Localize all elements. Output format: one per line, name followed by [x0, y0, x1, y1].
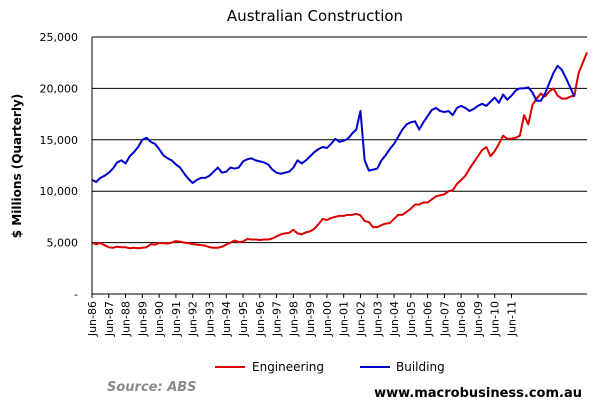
x-tick-label: Jun-08 [455, 301, 468, 337]
x-tick-label: Jun-04 [388, 301, 401, 337]
legend-label-engineering: Engineering [252, 360, 324, 374]
x-tick-label: Jun-03 [371, 301, 384, 337]
x-tick-label: Jun-09 [472, 301, 485, 337]
legend: Engineering Building [215, 360, 445, 374]
x-tick-label: Jun-92 [187, 301, 200, 337]
series-line-engineering [91, 52, 588, 250]
y-tick-label: 20,000 [40, 82, 79, 95]
x-tick-label: Jun-95 [237, 301, 250, 337]
website-url: www.macrobusiness.com.au [374, 386, 582, 401]
gridlines [92, 36, 587, 244]
x-tick-label: Jun-02 [354, 301, 367, 337]
y-tick-label: 5,000 [47, 237, 79, 250]
source-note: Source: ABS [107, 380, 197, 395]
x-tick-label: Jun-99 [304, 301, 317, 337]
x-tick-label: Jun-91 [170, 301, 183, 337]
legend-label-building: Building [396, 360, 445, 374]
chart-title: Australian Construction [227, 7, 403, 25]
x-tick-label: Jun-10 [489, 301, 502, 337]
x-tick-label: Jun-94 [220, 301, 233, 337]
y-axis-label: $ Millions (Quarterly) [10, 94, 24, 239]
x-tick-label: Jun-06 [422, 301, 435, 337]
x-tick-label: Jun-86 [86, 301, 99, 337]
x-tick-label: Jun-96 [254, 301, 267, 337]
x-tick-label: Jun-90 [153, 301, 166, 337]
x-tick-label: Jun-98 [287, 301, 300, 337]
axes [91, 37, 587, 295]
x-tick-label: Jun-93 [203, 301, 216, 337]
x-tick-label: Jun-87 [103, 301, 116, 337]
y-tick-label: 10,000 [40, 185, 79, 198]
x-tick-label: Jun-89 [136, 301, 149, 337]
x-tick-label: Jun-00 [321, 301, 334, 337]
y-tick-labels: - 5,000 10,000 15,000 20,000 25,000 [40, 31, 79, 301]
x-tick-label: Jun-05 [405, 301, 418, 337]
x-tick-label: Jun-11 [505, 301, 518, 337]
y-tick-label: - [74, 288, 78, 301]
x-tick-label: Jun-07 [438, 301, 451, 337]
series-line-building [91, 64, 576, 184]
y-tick-label: 25,000 [40, 31, 79, 44]
y-tick-label: 15,000 [40, 134, 79, 147]
x-tick-label: Jun-88 [120, 301, 133, 337]
x-tick-label: Jun-97 [271, 301, 284, 337]
series-lines [91, 52, 588, 250]
x-tick-label: Jun-01 [338, 301, 351, 337]
x-tick-labels: Jun-86 Jun-87 Jun-88 Jun-89 Jun-90 Jun-91 Jun-… [86, 294, 518, 337]
